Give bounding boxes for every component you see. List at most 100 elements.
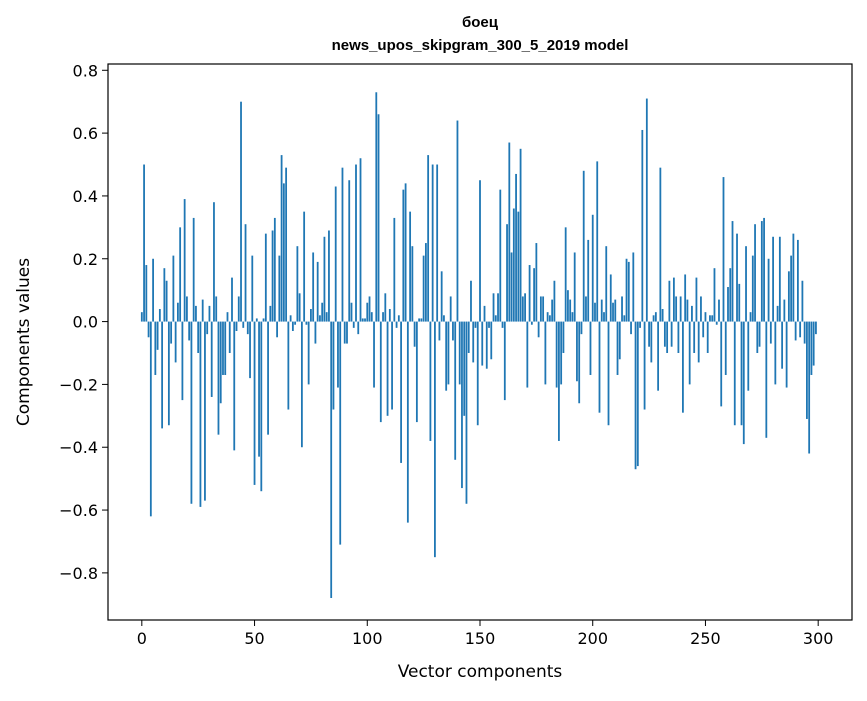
bar-component-233 xyxy=(666,321,669,353)
bar-component-271 xyxy=(751,255,754,322)
bar-component-281 xyxy=(774,321,777,385)
y-tick-label-7: 0.6 xyxy=(73,124,98,143)
bar-component-228 xyxy=(654,312,657,322)
bar-component-5 xyxy=(152,258,154,322)
bar-component-61 xyxy=(278,255,281,322)
bar-component-168 xyxy=(519,148,522,322)
bar-component-91 xyxy=(346,321,348,344)
bar-component-62 xyxy=(280,155,283,322)
bar-component-147 xyxy=(472,321,475,363)
bar-component-83 xyxy=(328,230,330,322)
bar-component-130 xyxy=(434,321,436,558)
x-tick-label-0: 0 xyxy=(137,629,147,648)
bar-component-59 xyxy=(273,217,276,322)
bar-component-212 xyxy=(618,321,621,360)
bar-component-292 xyxy=(799,321,802,338)
bar-component-260 xyxy=(727,287,729,322)
bar-component-84 xyxy=(330,321,333,599)
bar-component-156 xyxy=(492,293,495,322)
bar-component-64 xyxy=(285,167,288,322)
bar-component-77 xyxy=(314,321,317,344)
bar-component-282 xyxy=(776,305,779,322)
bar-component-151 xyxy=(481,321,484,366)
bar-component-137 xyxy=(449,296,452,322)
bar-component-18 xyxy=(181,321,184,401)
bar-component-47 xyxy=(246,321,249,335)
bar-component-32 xyxy=(213,202,215,322)
bar-component-211 xyxy=(616,321,619,375)
bar-component-164 xyxy=(510,252,513,322)
bar-component-36 xyxy=(222,321,224,375)
bar-component-299 xyxy=(815,321,817,335)
bar-component-30 xyxy=(208,305,211,322)
bar-component-110 xyxy=(388,309,391,322)
bar-component-177 xyxy=(539,296,542,322)
bar-component-22 xyxy=(190,321,193,504)
bar-component-208 xyxy=(609,274,612,322)
bar-component-66 xyxy=(289,315,292,322)
bar-component-20 xyxy=(186,296,188,322)
bar-component-188 xyxy=(564,227,567,322)
bar-component-266 xyxy=(740,321,743,426)
bar-component-93 xyxy=(350,302,353,322)
bar-component-124 xyxy=(420,318,423,322)
bar-component-257 xyxy=(720,321,723,407)
x-tick-label-150: 150 xyxy=(465,629,496,648)
bar-component-60 xyxy=(276,321,278,338)
bar-component-166 xyxy=(515,173,517,322)
x-axis-ticks: 0 50 100 150 200 250 300 xyxy=(137,620,833,648)
bar-component-37 xyxy=(224,321,227,375)
bar-component-121 xyxy=(413,321,416,347)
bar-component-17 xyxy=(179,227,182,322)
bar-component-41 xyxy=(233,321,236,451)
bar-component-227 xyxy=(652,315,655,322)
bar-component-4 xyxy=(149,321,152,517)
bar-component-46 xyxy=(244,224,247,322)
bar-component-264 xyxy=(736,233,738,322)
bar-component-43 xyxy=(237,296,240,322)
bar-component-295 xyxy=(806,321,808,419)
bar-component-96 xyxy=(357,321,360,335)
bar-component-163 xyxy=(508,142,511,322)
bar-component-259 xyxy=(724,321,727,375)
bar-component-187 xyxy=(562,321,565,353)
bar-component-294 xyxy=(803,321,806,344)
bar-component-142 xyxy=(461,321,463,489)
bar-component-267 xyxy=(742,321,745,445)
bar-component-158 xyxy=(497,293,499,322)
x-tick-label-50: 50 xyxy=(244,629,264,648)
bar-component-29 xyxy=(206,321,209,335)
bar-component-67 xyxy=(291,321,294,331)
bar-component-81 xyxy=(323,236,326,322)
bar-component-165 xyxy=(512,208,515,322)
bar-component-185 xyxy=(558,321,560,441)
bar-component-114 xyxy=(397,315,400,322)
bar-component-57 xyxy=(269,305,272,322)
bar-component-55 xyxy=(264,233,267,322)
bar-component-173 xyxy=(530,321,533,325)
bar-component-127 xyxy=(427,155,430,322)
bar-component-65 xyxy=(287,321,290,410)
bar-component-243 xyxy=(688,321,691,385)
bar-component-219 xyxy=(634,321,637,470)
bar-component-247 xyxy=(697,321,700,363)
bar-component-182 xyxy=(551,299,554,322)
bar-component-249 xyxy=(702,321,705,338)
bar-component-143 xyxy=(463,321,466,416)
bar-component-98 xyxy=(361,318,364,322)
bar-component-204 xyxy=(600,299,603,322)
bar-component-132 xyxy=(438,321,441,341)
bar-component-253 xyxy=(711,315,714,322)
bar-component-297 xyxy=(810,321,813,375)
bar-component-85 xyxy=(332,321,335,410)
bar-component-31 xyxy=(210,321,213,397)
bar-component-178 xyxy=(542,296,545,322)
bar-component-120 xyxy=(411,246,414,322)
bar-component-80 xyxy=(321,302,324,322)
bar-component-279 xyxy=(769,321,772,344)
bar-component-250 xyxy=(704,312,707,322)
bar-component-39 xyxy=(228,321,231,353)
bar-component-134 xyxy=(443,315,445,322)
bar-component-262 xyxy=(731,221,734,322)
bar-component-56 xyxy=(267,321,269,435)
